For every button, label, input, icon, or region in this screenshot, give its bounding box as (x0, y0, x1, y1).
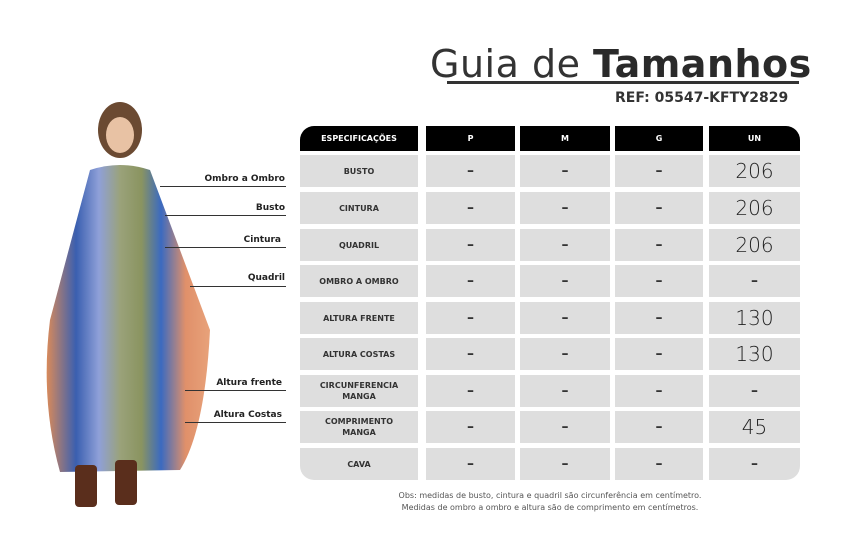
value-cell: – (520, 192, 610, 224)
spec-cell: ALTURA FRENTE (300, 302, 418, 334)
value-cell: – (520, 265, 610, 297)
spec-cell: BUSTO (300, 155, 418, 187)
value-cell: – (426, 229, 515, 261)
spec-cell: COMPRIMENTO MANGA (300, 411, 418, 443)
model-photo (46, 102, 211, 507)
value-cell: – (615, 229, 703, 261)
value-cell: – (426, 302, 515, 334)
spec-cell: CAVA (300, 448, 418, 480)
value-cell: – (615, 448, 703, 480)
value-cell: – (709, 265, 800, 297)
spec-cell: QUADRIL (300, 229, 418, 261)
line-altura-costas (185, 422, 286, 423)
value-cell: – (615, 302, 703, 334)
value-cell: – (709, 448, 800, 480)
line-quadril (190, 286, 286, 287)
value-cell: 206 (709, 192, 800, 224)
value-cell: – (709, 375, 800, 407)
column-header: UN (709, 126, 800, 151)
label-altura-costas: Altura Costas (213, 410, 282, 420)
label-altura-frente: Altura frente (216, 378, 282, 388)
value-cell: – (426, 411, 515, 443)
value-cell: – (520, 448, 610, 480)
value-cell: – (615, 192, 703, 224)
value-cell: – (426, 192, 515, 224)
value-cell: – (426, 375, 515, 407)
product-ref: REF: 05547-KFTY2829 (615, 90, 789, 106)
value-cell: – (426, 338, 515, 370)
value-cell: 206 (709, 155, 800, 187)
value-cell: 45 (709, 411, 800, 443)
value-cell: – (615, 338, 703, 370)
label-busto: Busto (255, 203, 285, 213)
column-header: G (615, 126, 703, 151)
value-cell: – (615, 411, 703, 443)
page-title: Guia de Tamanhos (430, 42, 812, 86)
line-cintura (165, 247, 286, 248)
title-underline (447, 81, 799, 84)
spec-cell: CIRCUNFERENCIA MANGA (300, 375, 418, 407)
label-cintura: Cintura (243, 235, 281, 245)
value-cell: – (615, 375, 703, 407)
line-busto (165, 215, 286, 216)
column-header: M (520, 126, 610, 151)
value-cell: – (615, 265, 703, 297)
note-line: Medidas de ombro a ombro e altura são de… (401, 503, 699, 512)
value-cell: – (426, 155, 515, 187)
value-cell: – (520, 338, 610, 370)
line-ombro (160, 186, 286, 187)
label-ombro-a-ombro: Ombro a Ombro (204, 174, 285, 184)
value-cell: 130 (709, 302, 800, 334)
value-cell: – (520, 375, 610, 407)
value-cell: – (520, 229, 610, 261)
value-cell: – (426, 265, 515, 297)
value-cell: 130 (709, 338, 800, 370)
value-cell: – (520, 411, 610, 443)
note-line: Obs: medidas de busto, cintura e quadril… (398, 491, 702, 500)
measurement-note: Obs: medidas de busto, cintura e quadril… (300, 490, 800, 514)
value-cell: 206 (709, 229, 800, 261)
column-header: ESPECIFICAÇÕES (300, 126, 418, 151)
spec-cell: ALTURA COSTAS (300, 338, 418, 370)
line-altura-frente (185, 390, 286, 391)
label-quadril: Quadril (247, 273, 285, 283)
value-cell: – (520, 302, 610, 334)
column-header: P (426, 126, 515, 151)
value-cell: – (520, 155, 610, 187)
spec-cell: OMBRO A OMBRO (300, 265, 418, 297)
spec-cell: CINTURA (300, 192, 418, 224)
value-cell: – (615, 155, 703, 187)
value-cell: – (426, 448, 515, 480)
